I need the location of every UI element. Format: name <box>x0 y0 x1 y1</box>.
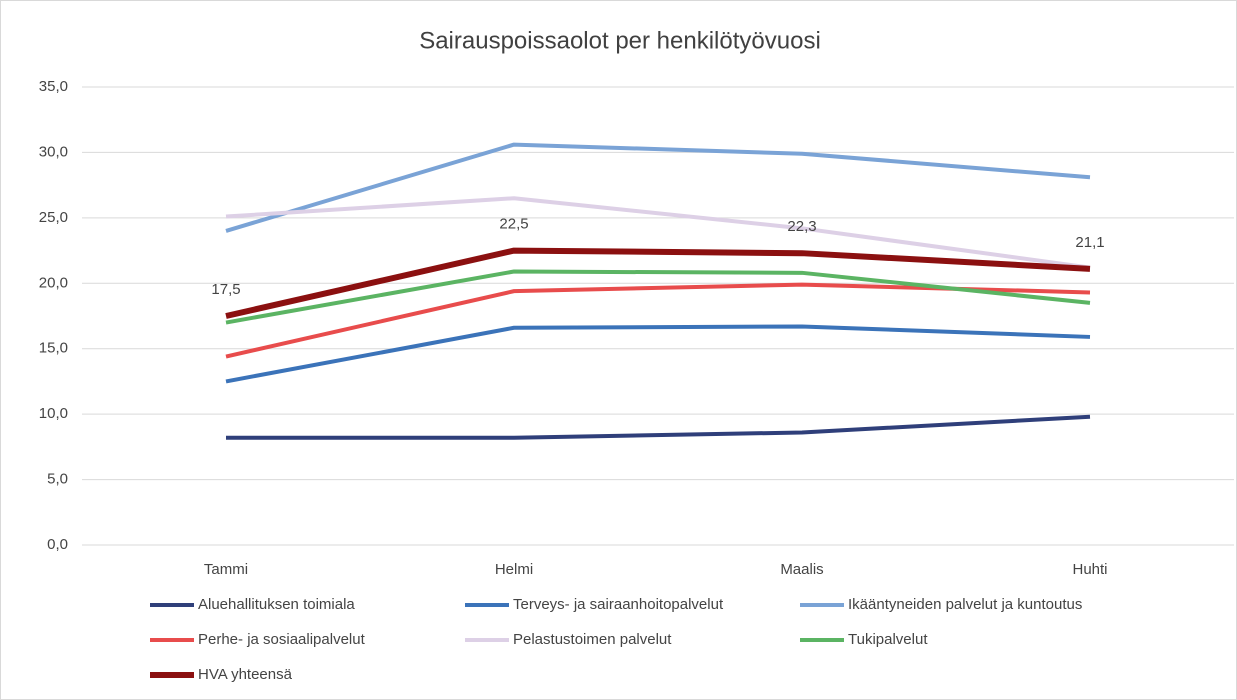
series-line <box>225 142 1091 233</box>
legend-label: Pelastustoimen palvelut <box>513 631 672 648</box>
y-tick-label: 5,0 <box>47 471 68 488</box>
series-line <box>225 247 1091 319</box>
y-tick-label: 30,0 <box>39 143 68 160</box>
legend-label: HVA yhteensä <box>198 666 293 683</box>
y-tick-label: 20,0 <box>39 274 68 291</box>
series-line <box>225 269 1091 325</box>
y-tick-label: 35,0 <box>39 78 68 95</box>
y-tick-label: 10,0 <box>39 405 68 422</box>
legend-label: Ikääntyneiden palvelut ja kuntoutus <box>848 596 1082 613</box>
x-tick-label: Huhti <box>1072 561 1107 578</box>
x-tick-label: Tammi <box>204 561 248 578</box>
series-line <box>225 324 1091 384</box>
y-tick-label: 0,0 <box>47 536 68 553</box>
series-line <box>225 196 1091 270</box>
y-tick-label: 25,0 <box>39 209 68 226</box>
chart-title: Sairauspoissaolot per henkilötyövuosi <box>419 27 821 54</box>
series-line <box>226 414 1091 440</box>
legend-label: Aluehallituksen toimiala <box>198 596 355 613</box>
data-label: 17,5 <box>211 281 240 298</box>
legend-label: Perhe- ja sosiaalipalvelut <box>198 631 366 648</box>
x-tick-label: Maalis <box>780 561 823 578</box>
x-tick-label: Helmi <box>495 561 533 578</box>
y-tick-label: 15,0 <box>39 340 68 357</box>
data-label: 21,1 <box>1075 234 1104 251</box>
data-label: 22,5 <box>499 216 528 233</box>
data-label: 22,3 <box>787 218 816 235</box>
legend-label: Terveys- ja sairaanhoitopalvelut <box>513 596 724 613</box>
legend-label: Tukipalvelut <box>848 631 928 648</box>
